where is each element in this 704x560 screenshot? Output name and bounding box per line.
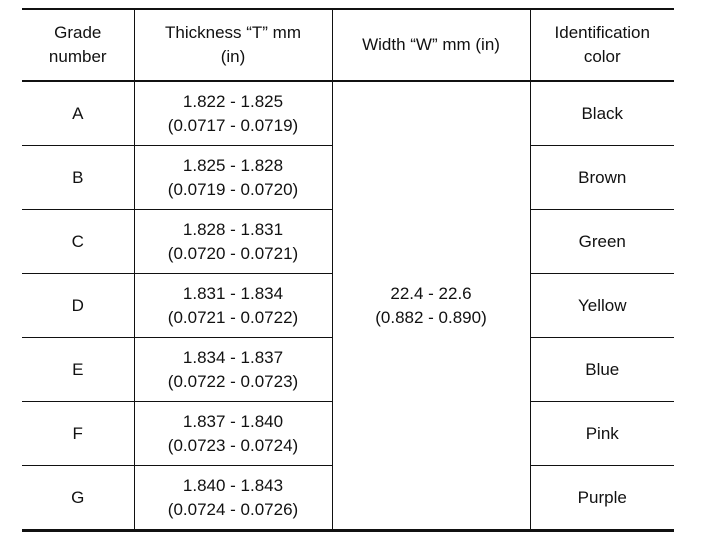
- thickness-in: (0.0724 - 0.0726): [167, 499, 299, 519]
- header-thickness: Thickness “T” mm (in): [133, 8, 333, 82]
- table-row: G 1.840 - 1.843 (0.0724 - 0.0726) Purple: [22, 465, 674, 532]
- header-grade-number: Grade number: [22, 8, 135, 82]
- grade-cell: F: [22, 401, 135, 466]
- width-mm: 22.4 - 22.6: [390, 283, 472, 303]
- table-row: B 1.825 - 1.828 (0.0719 - 0.0720) Brown: [22, 145, 674, 210]
- grade-cell: A: [22, 81, 135, 146]
- color-cell: Yellow: [529, 273, 674, 338]
- header-width-line-1: Width “W” mm (in): [362, 35, 500, 54]
- header-color-line-2: color: [583, 47, 621, 66]
- thickness-mm: 1.825 - 1.828: [182, 155, 284, 175]
- thickness-mm: 1.834 - 1.837: [182, 347, 284, 367]
- color-cell: Black: [529, 81, 674, 146]
- color-cell: Green: [529, 209, 674, 274]
- grade-cell: C: [22, 209, 135, 274]
- thickness-mm: 1.837 - 1.840: [182, 411, 284, 431]
- thickness-in: (0.0720 - 0.0721): [167, 243, 299, 263]
- thickness-mm: 1.828 - 1.831: [182, 219, 284, 239]
- thickness-cell: 1.834 - 1.837 (0.0722 - 0.0723): [133, 337, 333, 402]
- thickness-mm: 1.831 - 1.834: [182, 283, 284, 303]
- thickness-in: (0.0722 - 0.0723): [167, 371, 299, 391]
- grade-cell: B: [22, 145, 135, 210]
- thickness-in: (0.0717 - 0.0719): [167, 115, 299, 135]
- thickness-mm: 1.822 - 1.825: [182, 91, 284, 111]
- color-cell: Pink: [529, 401, 674, 466]
- header-thickness-line-1: Thickness “T” mm: [165, 23, 301, 42]
- header-thickness-line-2: (in): [220, 47, 246, 66]
- table-row: A 1.822 - 1.825 (0.0717 - 0.0719) 22.4 -…: [22, 81, 674, 532]
- header-color-line-1: Identification: [554, 23, 650, 42]
- table-row: F 1.837 - 1.840 (0.0723 - 0.0724) Pink: [22, 401, 674, 466]
- header-grade-line-1: Grade: [54, 23, 102, 42]
- grade-cell: D: [22, 273, 135, 338]
- color-cell: Purple: [529, 465, 674, 532]
- table-row: C 1.828 - 1.831 (0.0720 - 0.0721) Green: [22, 209, 674, 274]
- table-row: E 1.834 - 1.837 (0.0722 - 0.0723) Blue: [22, 337, 674, 402]
- thickness-cell: 1.831 - 1.834 (0.0721 - 0.0722): [133, 273, 333, 338]
- thickness-cell: 1.822 - 1.825 (0.0717 - 0.0719): [133, 81, 333, 146]
- color-cell: Brown: [529, 145, 674, 210]
- thickness-mm: 1.840 - 1.843: [182, 475, 284, 495]
- thickness-cell: 1.828 - 1.831 (0.0720 - 0.0721): [133, 209, 333, 274]
- header-width: Width “W” mm (in): [331, 8, 531, 82]
- grade-spec-table: Grade number Thickness “T” mm (in) Width…: [22, 8, 674, 532]
- header-identification-color: Identification color: [529, 8, 674, 82]
- header-row: Grade number Thickness “T” mm (in) Width…: [22, 8, 674, 82]
- header-grade-line-2: number: [48, 47, 107, 66]
- table-row: D 1.831 - 1.834 (0.0721 - 0.0722) Yellow: [22, 273, 674, 338]
- width-in: (0.882 - 0.890): [375, 307, 487, 327]
- color-cell: Blue: [529, 337, 674, 402]
- thickness-in: (0.0721 - 0.0722): [167, 307, 299, 327]
- thickness-cell: 1.837 - 1.840 (0.0723 - 0.0724): [133, 401, 333, 466]
- grade-cell: G: [22, 465, 135, 532]
- thickness-in: (0.0719 - 0.0720): [167, 179, 299, 199]
- width-cell: 22.4 - 22.6 (0.882 - 0.890): [331, 81, 531, 532]
- grade-cell: E: [22, 337, 135, 402]
- thickness-cell: 1.840 - 1.843 (0.0724 - 0.0726): [133, 465, 333, 532]
- thickness-in: (0.0723 - 0.0724): [167, 435, 299, 455]
- thickness-cell: 1.825 - 1.828 (0.0719 - 0.0720): [133, 145, 333, 210]
